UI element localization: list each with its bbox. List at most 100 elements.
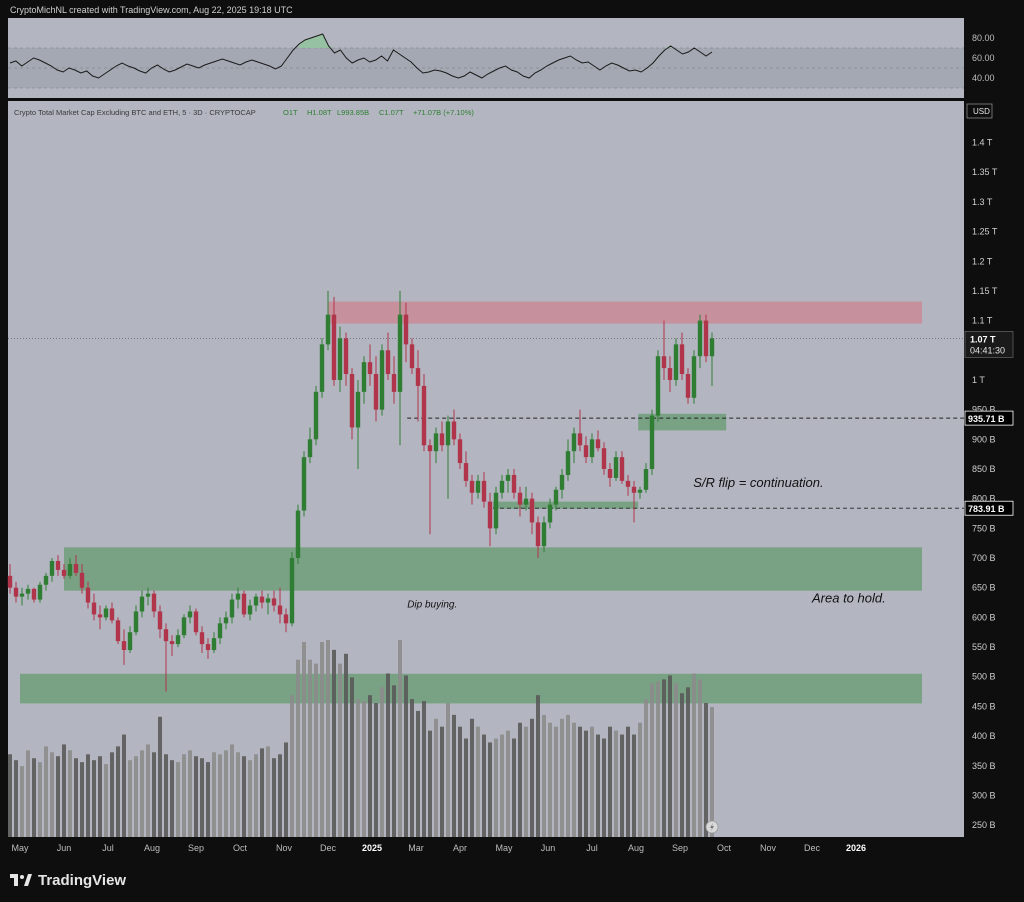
candle-body	[169, 641, 175, 645]
zone-green-1	[64, 547, 922, 591]
rsi-layer	[8, 33, 964, 89]
volume-bar	[494, 738, 498, 837]
candle-body	[283, 614, 289, 624]
volume-bar	[296, 659, 300, 837]
candle	[337, 326, 343, 392]
volume-bar	[560, 718, 564, 837]
candle	[97, 605, 103, 630]
candle	[451, 409, 457, 446]
zone-red-0	[328, 301, 922, 324]
candle-body	[559, 474, 565, 490]
candle-body	[295, 510, 301, 559]
volume-bar	[104, 764, 108, 837]
candle	[307, 427, 313, 464]
candle	[583, 436, 589, 464]
candle	[175, 629, 181, 648]
y-tick-label: 1.25 T	[972, 227, 998, 237]
volume-bar	[74, 758, 78, 837]
candle	[109, 602, 115, 624]
candle	[349, 368, 355, 440]
candle-body	[451, 421, 457, 440]
volume-bar	[554, 726, 558, 837]
candle-body	[625, 480, 631, 487]
y-tick-label: 1.4 T	[972, 138, 993, 148]
volume-bar	[482, 734, 486, 837]
candle	[541, 516, 547, 553]
candle-body	[517, 492, 523, 505]
candle-body	[523, 498, 529, 505]
volume-layer	[8, 640, 714, 837]
candle	[19, 587, 25, 606]
volume-bar	[332, 649, 336, 837]
volume-bar	[506, 730, 510, 837]
candle-body	[61, 569, 67, 576]
volume-bar	[428, 730, 432, 837]
candle	[565, 439, 571, 481]
countdown-label: 04:41:30	[970, 345, 1005, 355]
candle-body	[145, 593, 151, 597]
candle-body	[103, 608, 109, 618]
candle	[673, 338, 679, 386]
candle	[115, 617, 121, 645]
candle-body	[655, 356, 661, 416]
candle-body	[337, 338, 343, 380]
x-tick-label: Nov	[276, 843, 293, 853]
y-tick-label: 700 B	[972, 553, 996, 563]
volume-bar	[86, 754, 90, 837]
x-tick-label: May	[495, 843, 513, 853]
y-tick-label: 1.1 T	[972, 316, 993, 326]
volume-bar	[446, 703, 450, 837]
candle-body	[253, 596, 259, 606]
volume-bar	[152, 752, 156, 837]
volume-bar	[686, 687, 690, 837]
candle-body	[115, 620, 121, 642]
volume-bar	[620, 734, 624, 837]
volume-bar	[380, 687, 384, 837]
rsi-band	[8, 48, 964, 88]
candle-body	[379, 350, 385, 410]
volume-bar	[230, 744, 234, 837]
x-tick-label: Nov	[760, 843, 777, 853]
candle	[325, 290, 331, 351]
price-axis-panel	[964, 101, 1024, 837]
currency-box[interactable]	[966, 103, 993, 119]
volume-bar	[644, 699, 648, 837]
volume-bar	[530, 718, 534, 837]
volume-bar	[308, 659, 312, 837]
candle	[13, 581, 19, 603]
candle	[355, 379, 361, 469]
x-tick-label: Oct	[233, 843, 248, 853]
ohlc-high: H1.08T	[307, 108, 332, 117]
candle-body	[277, 605, 283, 615]
volume-bar	[398, 640, 402, 837]
candle-body	[637, 489, 643, 493]
candle-body	[433, 433, 439, 452]
candle-body	[265, 598, 271, 603]
candle	[601, 442, 607, 475]
last-price-box	[964, 331, 1014, 358]
candle-body	[319, 344, 325, 392]
candle-body	[223, 617, 229, 624]
x-tick-label: Sep	[188, 843, 204, 853]
lightning-icon[interactable]	[705, 820, 719, 834]
candle-body	[229, 599, 235, 618]
candle	[181, 614, 187, 639]
price-axis: 1.4 T 1.35 T 1.3 T 1.25 T 1.2 T 1.15 T 1.1 T 1 …	[972, 138, 998, 831]
volume-bar	[512, 738, 516, 837]
candle	[367, 344, 373, 386]
volume-bar	[158, 716, 162, 837]
time-axis: May Jun Jul Aug Sep Oct Nov Dec 2025 Mar Apr May Jun…	[11, 843, 866, 853]
volume-bar	[266, 746, 270, 837]
x-tick-label: Jul	[586, 843, 598, 853]
volume-bar	[518, 722, 522, 837]
volume-bar	[362, 701, 366, 837]
candle-body	[367, 362, 373, 375]
tradingview-logo-icon	[10, 873, 32, 888]
candle	[391, 356, 397, 404]
candle-body	[589, 439, 595, 458]
volume-bar	[608, 726, 612, 837]
y-tick-label: 1.15 T	[972, 286, 998, 296]
annotation-2: Area to hold.	[811, 591, 886, 606]
ohlc-low: L993.85B	[337, 108, 369, 117]
